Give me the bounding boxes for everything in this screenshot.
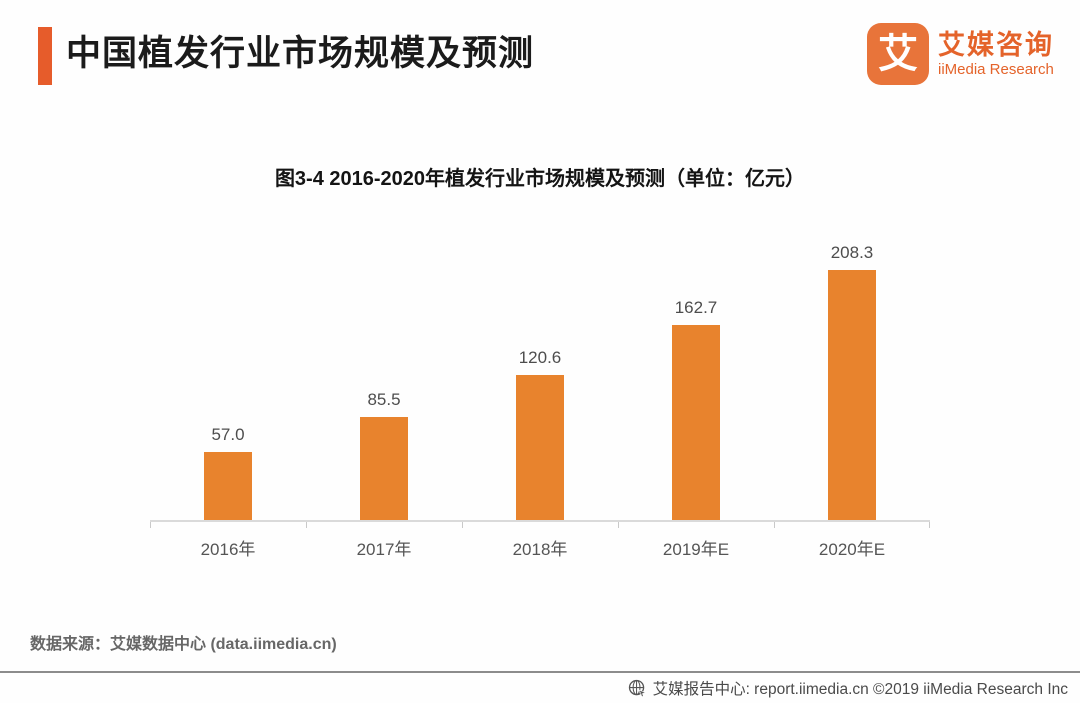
brand-name-en: iiMedia Research <box>938 61 1054 79</box>
axis-tick <box>306 522 307 528</box>
bar-column: 85.5 <box>306 390 462 520</box>
footer: 艾媒报告中心: report.iimedia.cn ©2019 iiMedia … <box>628 676 1068 700</box>
data-source-note: 数据来源：艾媒数据中心 (data.iimedia.cn) <box>30 636 337 653</box>
axis-tick <box>618 522 619 528</box>
page-title: 中国植发行业市场规模及预测 <box>66 34 535 73</box>
brand-name-cn: 艾媒咨询 <box>938 29 1054 60</box>
globe-cursor-icon <box>628 679 647 698</box>
bar-value-label: 85.5 <box>367 390 401 410</box>
x-axis-label: 2016年 <box>200 540 256 559</box>
bar-value-label: 162.7 <box>674 297 718 317</box>
x-axis-label: 2019年E <box>662 540 730 559</box>
axis-tick <box>929 522 930 528</box>
bar <box>516 375 564 520</box>
axis-tick <box>462 522 463 528</box>
footer-divider <box>0 671 1080 673</box>
bar-value-label: 208.3 <box>830 243 874 263</box>
bar-column: 208.3 <box>774 243 930 520</box>
bars-area: 57.0 85.5 120.6 162.7 208.3 <box>150 228 930 520</box>
bar <box>828 270 876 520</box>
bar-column: 120.6 <box>462 348 618 520</box>
bar <box>360 417 408 520</box>
x-axis-label: 2017年 <box>356 540 412 559</box>
chart-title: 图3-4 2016-2020年植发行业市场规模及预测（单位：亿元） <box>274 168 806 190</box>
title-accent-bar <box>38 27 52 85</box>
footer-text: 艾媒报告中心: report.iimedia.cn ©2019 iiMedia … <box>652 681 1068 698</box>
bar <box>204 451 252 520</box>
axis-tick <box>150 522 151 528</box>
bar-value-label: 57.0 <box>211 424 245 444</box>
iimedia-logo-icon: 艾 <box>867 23 929 85</box>
bar-value-label: 120.6 <box>518 348 562 368</box>
x-axis-label: 2018年 <box>512 540 568 559</box>
x-axis: 2016年 2017年 2018年 2019年E 2020年E <box>150 520 930 560</box>
bar-column: 162.7 <box>618 298 774 520</box>
brand-text: 艾媒咨询 iiMedia Research <box>938 29 1054 79</box>
axis-tick <box>774 522 775 528</box>
bar <box>672 324 720 520</box>
brand-logo: 艾 艾媒咨询 iiMedia Research <box>867 23 1054 85</box>
bar-chart: 57.0 85.5 120.6 162.7 208.3 2016年 2017年 2018年 2… <box>150 228 930 560</box>
x-axis-label: 2020年E <box>818 540 886 559</box>
bar-column: 57.0 <box>150 425 306 520</box>
